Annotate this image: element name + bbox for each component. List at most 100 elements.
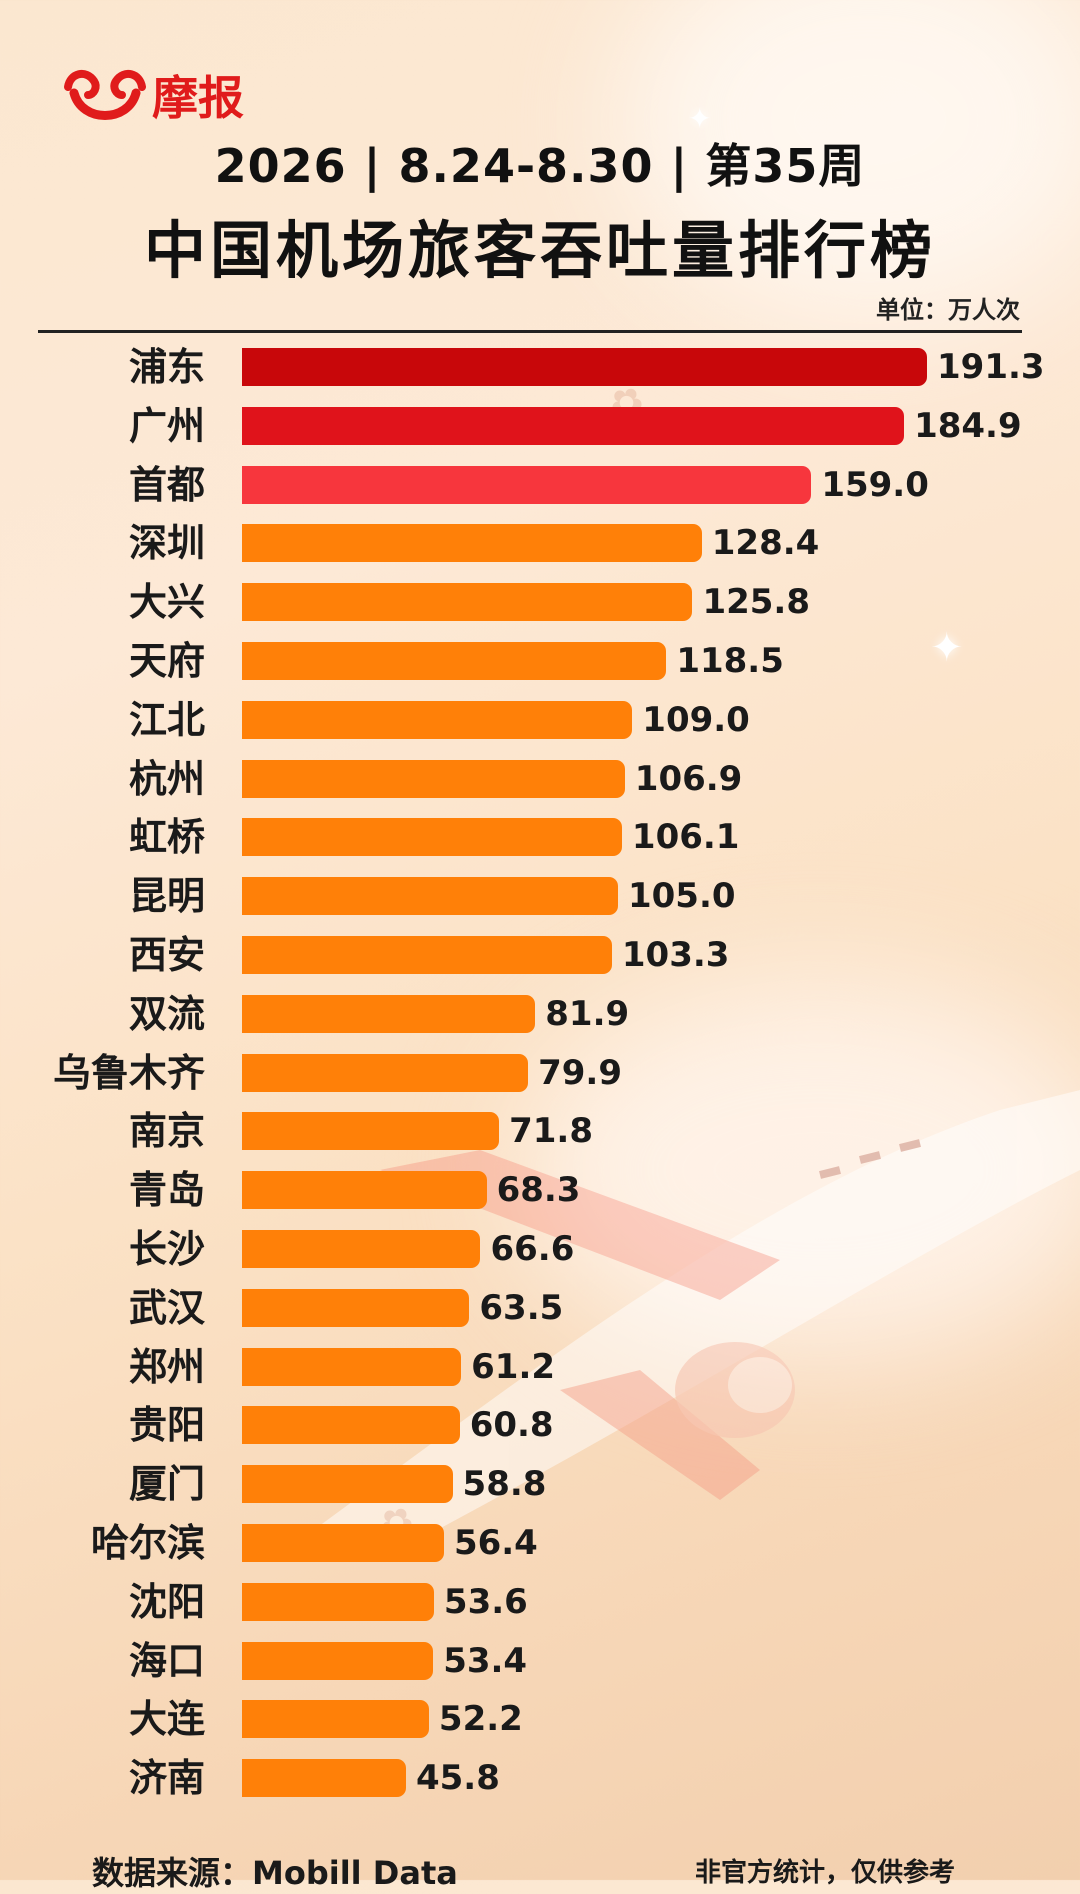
bar	[242, 1524, 444, 1562]
bar	[242, 465, 812, 504]
bar	[242, 1288, 470, 1327]
bar	[242, 1700, 429, 1739]
category-label: 西安	[128, 933, 205, 977]
value-label: 66.6	[490, 1229, 575, 1269]
category-label: 乌鲁木齐	[52, 1050, 205, 1095]
category-label: 天府	[128, 639, 205, 683]
value-label: 63.5	[479, 1287, 564, 1328]
title-divider	[38, 330, 1022, 333]
value-label: 58.8	[462, 1464, 547, 1505]
bar	[242, 1406, 460, 1445]
value-label: 56.4	[453, 1523, 538, 1563]
bar-row: 广州 184.9	[0, 397, 1080, 455]
brand-logo: 摩报	[60, 62, 244, 128]
category-label: 大兴	[128, 580, 205, 625]
bar	[242, 1230, 481, 1268]
bar-row: 大兴 125.8	[0, 573, 1080, 631]
bar-row: 海口 53.4	[0, 1632, 1080, 1690]
bar	[242, 818, 622, 857]
category-label: 大连	[128, 1697, 205, 1742]
value-label: 106.9	[634, 758, 743, 799]
value-label: 79.9	[538, 1052, 622, 1093]
value-label: 52.2	[438, 1699, 523, 1740]
value-label: 184.9	[914, 405, 1022, 446]
chart-title: 中国机场旅客吞吐量排行榜	[143, 214, 936, 287]
value-label: 191.3	[937, 347, 1045, 387]
bar-row: 浦东 191.3	[0, 338, 1080, 396]
category-label: 济南	[128, 1756, 205, 1801]
category-label: 浦东	[128, 345, 205, 389]
sparkle-icon: ✦	[688, 102, 712, 135]
bar-row: 江北 109.0	[0, 691, 1080, 749]
value-label: 103.3	[621, 935, 730, 975]
category-label: 青岛	[128, 1168, 205, 1213]
bar	[242, 348, 927, 386]
bar-row: 青岛 68.3	[0, 1161, 1080, 1219]
bar	[242, 877, 618, 916]
value-label: 125.8	[702, 582, 810, 623]
bar	[242, 1582, 434, 1621]
bar	[242, 524, 702, 563]
bar	[242, 642, 667, 680]
smile-logo-icon	[64, 69, 146, 120]
category-label: 武汉	[128, 1285, 205, 1330]
category-label: 广州	[128, 403, 205, 448]
bar-row: 首都 159.0	[0, 456, 1080, 514]
bar-row: 济南 45.8	[0, 1749, 1080, 1807]
value-label: 45.8	[415, 1758, 500, 1799]
bar-row: 贵阳 60.8	[0, 1396, 1080, 1454]
bar-row: 哈尔滨 56.4	[0, 1514, 1080, 1572]
category-label: 首都	[128, 462, 205, 507]
value-label: 105.0	[627, 876, 736, 917]
category-label: 虹桥	[128, 815, 205, 860]
bar	[242, 406, 905, 445]
category-label: 昆明	[128, 874, 205, 919]
bar-row: 昆明 105.0	[0, 867, 1080, 925]
bar	[242, 1053, 529, 1092]
bar	[242, 583, 693, 622]
bar-row: 沈阳 53.6	[0, 1573, 1080, 1631]
category-label: 哈尔滨	[90, 1521, 205, 1565]
category-label: 江北	[128, 697, 205, 742]
bar	[242, 1465, 453, 1504]
bar-row: 双流 81.9	[0, 985, 1080, 1043]
bar-row: 虹桥 106.1	[0, 808, 1080, 866]
category-label: 贵阳	[128, 1403, 205, 1448]
disclaimer: 非官方统计，仅供参考	[695, 1858, 956, 1888]
category-label: 杭州	[128, 756, 205, 801]
unit-label: 单位：万人次	[876, 296, 1020, 324]
bar	[242, 1759, 406, 1798]
category-label: 深圳	[128, 521, 205, 566]
bar	[242, 1641, 434, 1680]
value-label: 68.3	[496, 1170, 581, 1211]
chart-subtitle: 2026 | 8.24-8.30 | 第35周	[214, 139, 866, 193]
bar	[242, 1347, 462, 1386]
sparkle-icon: ✦	[930, 625, 964, 671]
bar-row: 乌鲁木齐 79.9	[0, 1044, 1080, 1102]
value-label: 159.0	[821, 464, 929, 505]
data-source: 数据来源：Mobill Data	[92, 1854, 458, 1892]
value-label: 71.8	[509, 1111, 593, 1152]
bar	[242, 700, 633, 739]
category-label: 双流	[128, 991, 205, 1036]
category-label: 南京	[128, 1109, 205, 1154]
value-label: 118.5	[676, 641, 784, 681]
bar-row: 深圳 128.4	[0, 514, 1080, 572]
bar	[242, 1171, 487, 1210]
value-label: 106.1	[631, 817, 740, 858]
bar-row: 武汉 63.5	[0, 1279, 1080, 1337]
bar	[242, 994, 536, 1033]
value-label: 61.2	[471, 1346, 556, 1387]
value-label: 128.4	[711, 523, 820, 564]
value-label: 53.6	[443, 1581, 528, 1622]
category-label: 郑州	[128, 1344, 205, 1389]
bar	[242, 759, 625, 798]
value-label: 60.8	[469, 1405, 554, 1446]
value-label: 109.0	[642, 699, 750, 740]
bar	[242, 1112, 500, 1151]
bar	[242, 936, 612, 974]
category-label: 海口	[128, 1638, 205, 1683]
category-label: 厦门	[128, 1462, 205, 1507]
category-label: 长沙	[128, 1227, 205, 1271]
